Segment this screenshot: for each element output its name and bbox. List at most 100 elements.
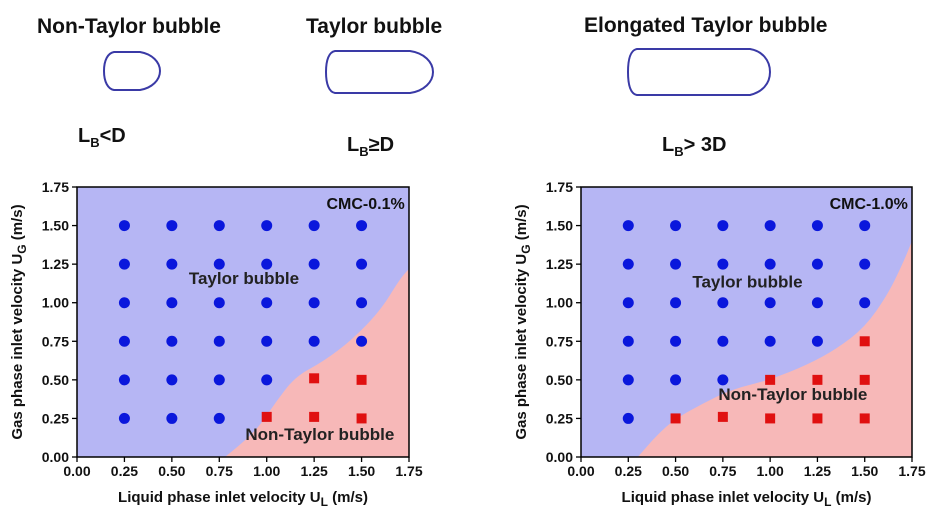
x-tick-label: 0.75 — [709, 463, 736, 479]
taylor-point — [356, 258, 368, 270]
taylor-point — [622, 258, 634, 270]
plot-frame — [580, 186, 913, 458]
taylor-point — [717, 335, 729, 347]
y-tick-label: 1.75 — [546, 179, 573, 195]
chart-2: 0.00 0.25 0.50 0.75 1.00 1.25 1.50 1.75 0.00 0.25… — [546, 179, 926, 479]
taylor-point — [261, 374, 273, 386]
taylor-point — [118, 297, 130, 309]
taylor-point — [261, 258, 273, 270]
non-taylor-point — [812, 374, 823, 385]
elongated-bubble-shape — [626, 48, 772, 96]
non-taylor-point — [765, 413, 776, 424]
y-tick-label: 0.00 — [546, 449, 573, 465]
taylor-point — [717, 297, 729, 309]
taylor-point — [811, 297, 823, 309]
taylor-point — [670, 374, 682, 386]
x-tick-label: 1.00 — [253, 463, 280, 479]
y-tick-label: 1.25 — [42, 256, 69, 272]
condition-non-taylor: LB<D — [78, 125, 126, 150]
non-taylor-point — [309, 373, 320, 384]
taylor-point — [622, 374, 634, 386]
taylor-point — [118, 220, 130, 232]
y-tick-label: 1.00 — [42, 295, 69, 311]
non-taylor-point — [356, 374, 367, 385]
x-tick-label: 0.00 — [63, 463, 90, 479]
non-taylor-point — [812, 413, 823, 424]
taylor-point — [859, 220, 871, 232]
non-taylor-point — [670, 413, 681, 424]
x-tick-label: 0.25 — [111, 463, 138, 479]
x-tick-label: 1.50 — [851, 463, 878, 479]
taylor-point — [764, 335, 776, 347]
taylor-point — [118, 335, 130, 347]
taylor-point — [166, 258, 178, 270]
taylor-point — [622, 412, 634, 424]
y-tick-label: 0.75 — [42, 333, 69, 349]
non-taylor-region-label: Non-Taylor bubble — [718, 385, 867, 404]
y-tick-label: 0.00 — [42, 449, 69, 465]
x-tick-label: 0.75 — [206, 463, 233, 479]
non-taylor-point — [356, 413, 367, 424]
taylor-point — [356, 297, 368, 309]
taylor-point — [670, 258, 682, 270]
non-taylor-point — [859, 413, 870, 424]
x-tick-label: 1.75 — [395, 463, 422, 479]
taylor-point — [308, 220, 320, 232]
taylor-point — [670, 297, 682, 309]
non-taylor-region — [637, 241, 912, 457]
y-tick-label: 0.50 — [546, 372, 573, 388]
taylor-region-label: Taylor bubble — [189, 269, 299, 288]
y-tick-label: 1.75 — [42, 179, 69, 195]
concentration-annotation: CMC-1.0% — [830, 196, 908, 213]
taylor-point — [717, 258, 729, 270]
bubble-title-elongated: Elongated Taylor bubble — [584, 14, 828, 37]
y-tick-label: 0.75 — [546, 333, 573, 349]
taylor-point — [811, 335, 823, 347]
taylor-point — [261, 220, 273, 232]
non-taylor-point — [261, 411, 272, 422]
taylor-point — [166, 412, 178, 424]
taylor-point — [166, 297, 178, 309]
y-tick-label: 0.50 — [42, 372, 69, 388]
taylor-point — [261, 297, 273, 309]
plot-frame — [76, 186, 410, 458]
taylor-point — [764, 220, 776, 232]
y-axis-label: Gas phase inlet velocity UG (m/s) — [9, 204, 29, 439]
taylor-point — [213, 258, 225, 270]
x-tick-label: 1.50 — [348, 463, 375, 479]
taylor-region-label: Taylor bubble — [692, 272, 802, 291]
taylor-point — [717, 374, 729, 386]
chart-1: 0.00 0.25 0.50 0.75 1.00 1.25 1.50 1.75 0.00 0.25… — [42, 179, 423, 479]
taylor-point — [622, 297, 634, 309]
taylor-point — [118, 412, 130, 424]
taylor-point — [356, 335, 368, 347]
taylor-point — [356, 220, 368, 232]
non-taylor-region-label: Non-Taylor bubble — [245, 425, 394, 444]
condition-taylor: LB≥D — [347, 134, 395, 159]
concentration-annotation: CMC-0.1% — [326, 196, 404, 213]
y-tick-label: 0.25 — [42, 410, 69, 426]
taylor-point — [622, 335, 634, 347]
y-tick-label: 1.50 — [546, 218, 573, 234]
y-tick-label: 1.50 — [42, 218, 69, 234]
x-tick-label: 1.00 — [757, 463, 784, 479]
taylor-point — [213, 297, 225, 309]
taylor-point — [764, 297, 776, 309]
taylor-point — [764, 258, 776, 270]
taylor-point — [166, 335, 178, 347]
taylor-point — [859, 297, 871, 309]
x-tick-label: 1.25 — [301, 463, 328, 479]
non-taylor-point — [859, 336, 870, 347]
taylor-bubble-shape — [324, 50, 435, 94]
taylor-point — [670, 220, 682, 232]
y-tick-label: 1.00 — [546, 295, 573, 311]
taylor-point — [213, 335, 225, 347]
y-axis-label: Gas phase inlet velocity UG (m/s) — [513, 204, 533, 439]
taylor-point — [213, 412, 225, 424]
taylor-point — [261, 335, 273, 347]
taylor-point — [622, 220, 634, 232]
taylor-point — [670, 335, 682, 347]
taylor-point — [213, 220, 225, 232]
taylor-point — [308, 297, 320, 309]
